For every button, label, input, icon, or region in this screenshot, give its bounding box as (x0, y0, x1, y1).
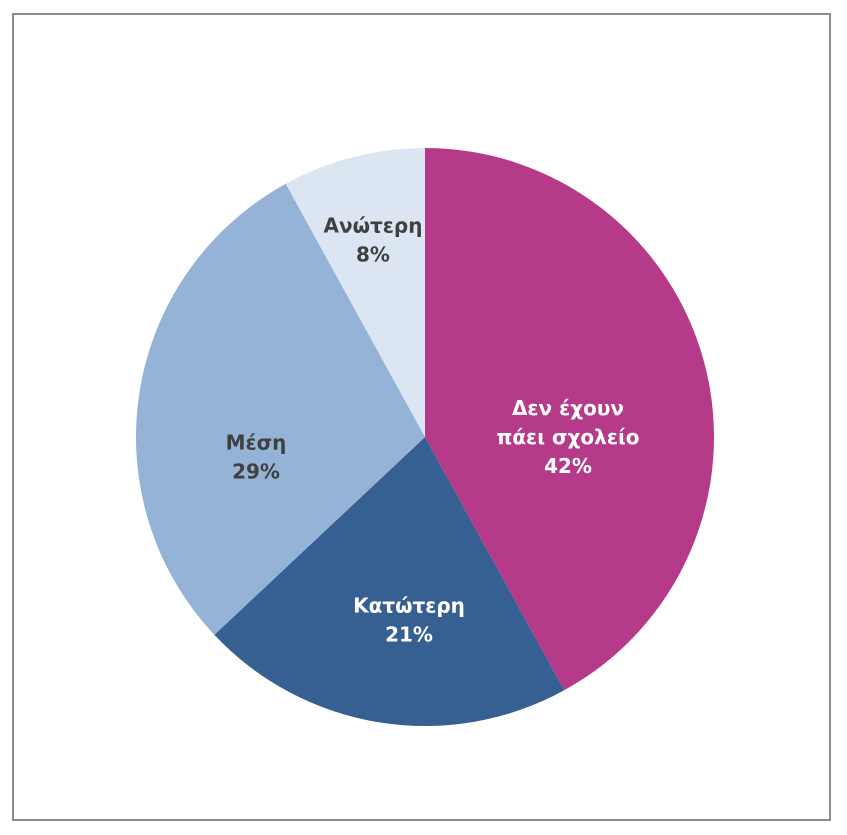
pie-slice (425, 148, 714, 691)
slice-category-label: πάει σχολείο (497, 425, 640, 449)
pie-slice (285, 148, 425, 437)
slice-percent-label: 29% (232, 460, 280, 484)
slice-data-label: Μέση 29% (226, 431, 287, 484)
slice-percent-label: 8% (356, 243, 390, 267)
slice-category-label: Ανώτερη (324, 214, 423, 238)
slice-percent-label: 42% (544, 454, 592, 478)
slice-data-label: Δεν έχουν πάει σχολείο 42% (497, 396, 640, 478)
slice-data-label: Κατώτερη 21% (353, 594, 465, 647)
slice-category-label: Δεν έχουν (512, 396, 624, 420)
pie-slice (136, 183, 425, 635)
slice-percent-label: 21% (385, 623, 433, 647)
slice-data-label: Ανώτερη 8% (324, 214, 423, 267)
slice-category-label: Μέση (226, 431, 287, 455)
slice-category-label: Κατώτερη (353, 594, 465, 618)
pie-slice (214, 437, 565, 726)
